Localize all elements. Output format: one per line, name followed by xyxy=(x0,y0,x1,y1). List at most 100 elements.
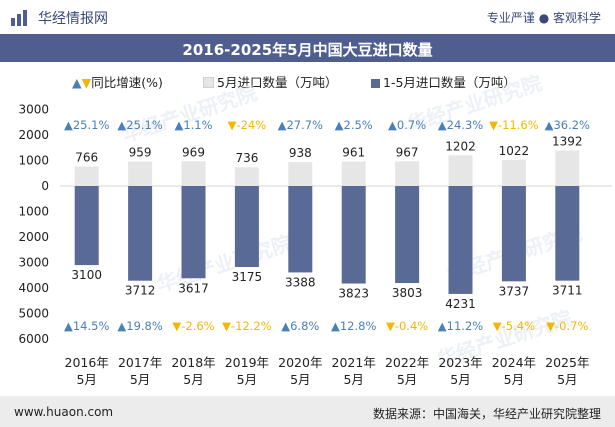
bar-may-value: 938 xyxy=(289,146,312,160)
x-tick-label: 5月 xyxy=(290,372,310,387)
y-tick-label: 3000 xyxy=(18,102,49,116)
bar-may xyxy=(555,150,580,186)
legend-may-swatch xyxy=(203,77,214,88)
x-tick-label: 2023年 xyxy=(438,355,482,370)
bar-ytd-value: 3100 xyxy=(71,268,102,282)
bar-may xyxy=(128,161,153,186)
bar-may-value: 959 xyxy=(129,146,152,160)
y-tick-label: 2000 xyxy=(18,128,49,142)
footer-site: www.huaon.com xyxy=(14,405,114,419)
bar-ytd xyxy=(181,186,206,279)
bar-ytd-value: 3712 xyxy=(125,284,156,298)
x-tick-label: 5月 xyxy=(343,372,363,387)
bar-ytd xyxy=(501,186,526,282)
x-tick-label: 5月 xyxy=(450,372,470,387)
bar-ytd xyxy=(128,186,153,281)
x-tick-label: 2018年 xyxy=(171,355,215,370)
bar-may-value: 766 xyxy=(75,150,98,164)
growth-ytd-label: ▼-5.4% xyxy=(493,319,535,333)
growth-ytd-label: ▲12.8% xyxy=(331,319,376,333)
x-tick-label: 5月 xyxy=(76,372,96,387)
bar-may-value: 736 xyxy=(235,151,258,165)
growth-may-label: ▲0.7% xyxy=(388,118,426,132)
legend-ytd: 1-5月进口数量（万吨） xyxy=(371,72,516,91)
bar-may-value: 961 xyxy=(342,145,365,159)
up-triangle-icon: ▲ xyxy=(72,75,82,90)
bar-ytd-value: 3617 xyxy=(178,281,209,295)
y-tick-label: 1000 xyxy=(18,205,49,219)
chart-title: 2016-2025年5月中国大豆进口数量 xyxy=(182,41,433,59)
legend-growth-label: 同比增速(%) xyxy=(91,75,163,90)
x-tick-label: 5月 xyxy=(557,372,577,387)
top-bar: 华经情报网 专业严谨 ● 客观科学 xyxy=(0,0,615,34)
slogan: 专业严谨 ● 客观科学 xyxy=(486,11,601,25)
growth-may-label: ▲25.1% xyxy=(64,118,109,132)
bar-may xyxy=(288,162,313,186)
legend-growth: ▲▼同比增速(%) xyxy=(72,72,163,91)
x-tick-label: 5月 xyxy=(504,372,524,387)
title-bar xyxy=(0,34,615,62)
y-tick-label: 1000 xyxy=(18,153,49,167)
bar-may xyxy=(181,161,206,186)
x-tick-label: 5月 xyxy=(183,372,203,387)
bar-may xyxy=(74,166,99,186)
bar-ytd-value: 3803 xyxy=(392,286,423,300)
x-tick-label: 2016年 xyxy=(65,355,109,370)
bar-ytd-value: 3737 xyxy=(499,284,530,298)
bar-ytd xyxy=(555,186,580,281)
bar-may-value: 967 xyxy=(396,145,419,159)
bar-ytd xyxy=(341,186,366,284)
growth-may-label: ▲2.5% xyxy=(335,118,373,132)
bar-ytd-value: 3388 xyxy=(285,275,316,289)
bar-ytd-value: 3175 xyxy=(232,270,263,284)
bar-ytd xyxy=(395,186,420,284)
growth-ytd-label: ▲6.8% xyxy=(281,319,319,333)
growth-ytd-label: ▲11.2% xyxy=(438,319,483,333)
x-tick-label: 5月 xyxy=(397,372,417,387)
growth-ytd-label: ▲19.8% xyxy=(117,319,162,333)
watermark-text: 华经产业研究院 xyxy=(154,231,295,297)
growth-ytd-label: ▼-12.2% xyxy=(222,319,272,333)
bar-ytd-value: 4231 xyxy=(445,297,476,311)
bar-may xyxy=(448,155,473,186)
bar-ytd-value: 3711 xyxy=(552,284,583,298)
watermark-text: 华经产业研究院 xyxy=(119,81,260,147)
growth-may-label: ▲27.7% xyxy=(278,118,323,132)
growth-ytd-label: ▲14.5% xyxy=(64,319,109,333)
bar-may xyxy=(501,159,526,186)
y-tick-label: 5000 xyxy=(18,307,49,321)
bar-may-value: 1392 xyxy=(552,134,583,148)
growth-may-label: ▲24.3% xyxy=(438,118,483,132)
x-tick-label: 5月 xyxy=(130,372,150,387)
growth-ytd-label: ▼-0.7% xyxy=(546,319,588,333)
growth-may-label: ▲1.1% xyxy=(174,118,212,132)
bar-may-value: 969 xyxy=(182,145,205,159)
y-tick-label: 6000 xyxy=(18,332,49,346)
down-triangle-icon: ▼ xyxy=(81,75,92,90)
y-tick-label: 3000 xyxy=(18,256,49,270)
x-tick-label: 2021年 xyxy=(332,355,376,370)
bar-ytd xyxy=(448,186,473,294)
chart-area: 华经产业研究院华经产业研究院华经产业研究院华经产业研究院华经产业研究院30002… xyxy=(18,71,612,387)
growth-may-label: ▲36.2% xyxy=(545,118,590,132)
legend: ▲▼同比增速(%) 5月进口数量（万吨） 1-5月进口数量（万吨） xyxy=(0,72,615,92)
bar-ytd-value: 3823 xyxy=(338,287,369,301)
legend-may: 5月进口数量（万吨） xyxy=(203,72,337,91)
y-tick-label: 0 xyxy=(41,179,49,193)
growth-may-label: ▼-11.6% xyxy=(489,118,539,132)
bar-may-value: 1202 xyxy=(445,139,476,153)
footer-source: 数据来源：中国海关，华经产业研究院整理 xyxy=(372,407,601,421)
x-tick-label: 2025年 xyxy=(545,355,589,370)
growth-may-label: ▲25.1% xyxy=(117,118,162,132)
growth-ytd-label: ▼-0.4% xyxy=(386,319,428,333)
brand-name: 华经情报网 xyxy=(38,11,108,27)
x-tick-label: 5月 xyxy=(237,372,257,387)
x-tick-label: 2019年 xyxy=(225,355,269,370)
bar-ytd xyxy=(74,186,99,266)
x-tick-label: 2022年 xyxy=(385,355,429,370)
y-tick-label: 4000 xyxy=(18,281,49,295)
growth-ytd-label: ▼-2.6% xyxy=(172,319,214,333)
bar-may xyxy=(341,161,366,186)
bar-ytd xyxy=(234,186,259,267)
bar-may xyxy=(395,161,420,186)
